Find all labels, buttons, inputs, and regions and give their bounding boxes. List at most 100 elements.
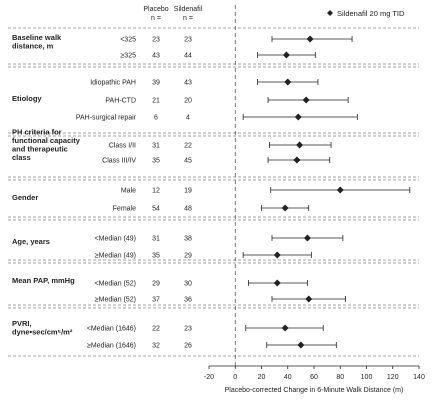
- placebo-n-value: 37: [152, 297, 160, 304]
- group-title: Age, years: [12, 237, 50, 246]
- estimate-diamond: [284, 78, 292, 86]
- group-title: PH criteria for functional capacity and th…: [12, 127, 81, 162]
- placebo-n-value: 29: [152, 281, 160, 288]
- estimate-diamond: [297, 341, 305, 349]
- placebo-n-value: 23: [152, 37, 160, 44]
- subgroup: Mean PAP, mmHg <Median (52) 29 30 ≥Median (5…: [8, 262, 419, 306]
- row-label: Idiopathic PAH: [90, 80, 136, 87]
- subgroup: Etiology Idiopathic PAH 39 43 PAH-CTD 21 20 PAH…: [8, 66, 419, 134]
- estimate-diamond: [302, 96, 310, 104]
- estimate-diamond: [303, 234, 311, 242]
- x-tick-label: 100: [361, 374, 373, 381]
- row-label: PAH-surgical repair: [76, 115, 137, 122]
- sildenafil-n-value: 23: [184, 37, 192, 44]
- group-title: Baseline walk distance, m: [12, 33, 62, 51]
- x-tick-label: 20: [258, 374, 266, 381]
- subgroup-row: PAH-surgical repair 6 4: [76, 113, 358, 122]
- subgroup: PH criteria for functional capacity and th…: [8, 127, 419, 178]
- group-title: Gender: [12, 193, 38, 202]
- placebo-n-value: 31: [152, 143, 160, 150]
- legend-diamond-icon: [327, 10, 333, 16]
- column-headers: Placebo n = Sildenafil n =: [143, 6, 202, 22]
- sildenafil-n-value: 26: [184, 343, 192, 350]
- sildenafil-n-header: n =: [183, 15, 193, 22]
- sildenafil-n-value: 38: [184, 236, 192, 243]
- subgroup-row: <Median (49) 31 38: [95, 234, 344, 243]
- sildenafil-n-value: 43: [184, 80, 192, 87]
- placebo-n-value: 43: [152, 53, 160, 60]
- sildenafil-n-value: 48: [184, 206, 192, 213]
- row-label: ≥Median (52): [95, 297, 136, 304]
- group-title: Mean PAP, mmHg: [12, 276, 75, 285]
- subgroup: Age, years <Median (49) 31 38 ≥Median (49) 35…: [8, 219, 419, 261]
- subgroup-row: ≥325 43 44: [120, 51, 316, 60]
- sildenafil-n-value: 22: [184, 143, 192, 150]
- row-label: Male: [121, 188, 136, 195]
- row-label: PAH-CTD: [105, 98, 136, 105]
- subgroup: Baseline walk distance, m <325 23 23 ≥325 43 44: [8, 27, 419, 65]
- row-label: Class III/IV: [102, 158, 136, 165]
- placebo-n-value: 22: [152, 326, 160, 333]
- estimate-diamond: [293, 156, 301, 164]
- estimate-diamond: [281, 324, 289, 332]
- placebo-n-header: n =: [151, 15, 161, 22]
- estimate-diamond: [296, 141, 304, 149]
- sildenafil-n-value: 4: [186, 115, 190, 122]
- estimate-diamond: [305, 295, 313, 303]
- subgroup-row: Class I/II 31 22: [109, 141, 332, 150]
- row-label: <Median (52): [95, 281, 136, 288]
- x-tick-label: 140: [413, 374, 425, 381]
- row-label: ≥325: [120, 53, 136, 60]
- row-label: <Median (1646): [87, 326, 136, 333]
- subgroup-rows: Baseline walk distance, m<325 23 23≥325 43 44…: [8, 27, 419, 357]
- placebo-n-value: 31: [152, 236, 160, 243]
- x-tick-label: 0: [233, 374, 237, 381]
- sildenafil-n-value: 20: [184, 98, 192, 105]
- row-label: Class I/II: [109, 143, 136, 150]
- x-tick-label: 40: [284, 374, 292, 381]
- placebo-n-value: 21: [152, 98, 160, 105]
- sildenafil-n-value: 44: [184, 53, 192, 60]
- estimate-diamond: [273, 279, 281, 287]
- x-tick-label: 120: [387, 374, 399, 381]
- estimate-diamond: [282, 51, 290, 59]
- placebo-n-value: 32: [152, 343, 160, 350]
- subgroup-row: ≥Median (49) 35 29: [95, 251, 312, 260]
- sildenafil-n-value: 30: [184, 281, 192, 288]
- estimate-diamond: [294, 113, 302, 121]
- placebo-header: Placebo: [143, 6, 168, 13]
- sildenafil-n-value: 36: [184, 297, 192, 304]
- sildenafil-n-value: 45: [184, 158, 192, 165]
- group-title: Etiology: [12, 94, 42, 103]
- estimate-diamond: [306, 35, 314, 43]
- subgroup-row: Male 12 19: [121, 186, 411, 195]
- x-tick-label: 80: [336, 374, 344, 381]
- subgroup-row: <325 23 23: [120, 35, 353, 44]
- x-tick-label: -20: [204, 374, 214, 381]
- sildenafil-n-value: 19: [184, 188, 192, 195]
- placebo-n-value: 12: [152, 188, 160, 195]
- row-label: Female: [113, 206, 136, 213]
- legend-label: Sildenafil 20 mg TID: [337, 9, 405, 18]
- placebo-n-value: 39: [152, 80, 160, 87]
- subgroup-row: ≥Median (1646) 32 26: [87, 341, 337, 350]
- subgroup-row: ≥Median (52) 37 36: [95, 295, 346, 304]
- x-tick-label: 60: [310, 374, 318, 381]
- row-label: <Median (49): [95, 236, 136, 243]
- x-axis: -20 0 20 40 60 80 100 120 140: [204, 5, 425, 381]
- placebo-n-value: 54: [152, 206, 160, 213]
- estimate-diamond: [281, 204, 289, 212]
- sildenafil-n-value: 23: [184, 326, 192, 333]
- subgroup-row: Class III/IV 35 45: [102, 156, 331, 165]
- placebo-n-value: 6: [154, 115, 158, 122]
- legend: Sildenafil 20 mg TID: [327, 9, 405, 18]
- estimate-diamond: [273, 251, 281, 259]
- sildenafil-header: Sildenafil: [174, 6, 203, 13]
- subgroup-row: Female 54 48: [113, 204, 310, 213]
- subgroup: Gender Male 12 19 Female 54 48: [8, 179, 419, 218]
- subgroup: PVRI, dyne•sec/cm⁵/m² <Median (1646) 22 23 ≥M…: [8, 307, 419, 357]
- placebo-n-value: 35: [152, 253, 160, 260]
- x-axis-label: Placebo-corrected Change in 6-Minute Wal…: [225, 387, 404, 394]
- placebo-n-value: 35: [152, 158, 160, 165]
